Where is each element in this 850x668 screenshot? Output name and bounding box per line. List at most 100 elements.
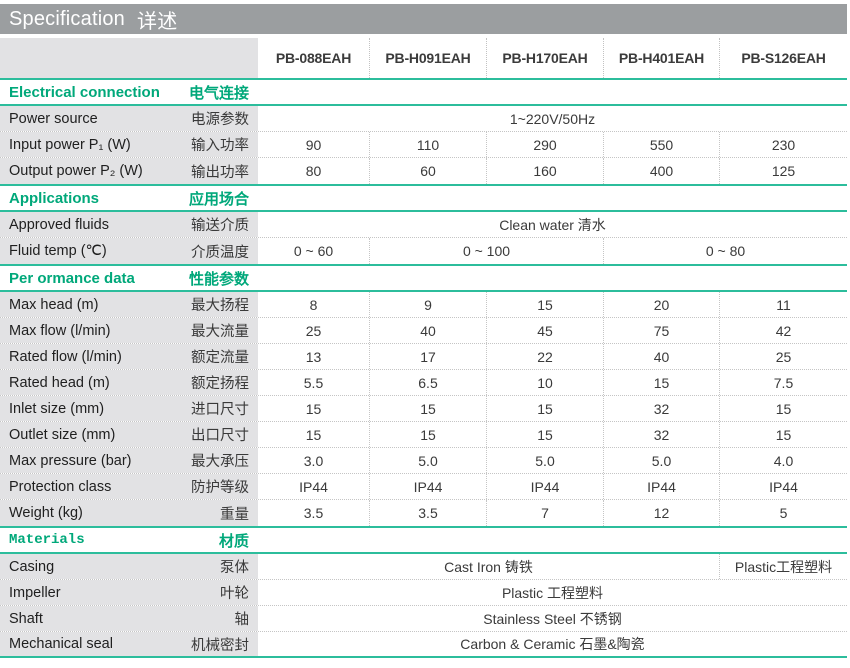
row-label: Max pressure (bar) 最大承压 xyxy=(0,448,258,473)
table-cell: 7 xyxy=(486,500,603,526)
table-cell: 75 xyxy=(603,318,719,343)
row-label-en: Inlet size (mm) xyxy=(9,400,105,417)
page-title-bar: Specification 详述 xyxy=(0,4,847,34)
table-cell: 9 xyxy=(369,292,486,317)
table-cell: 15 xyxy=(486,396,603,421)
table-row: Weight (kg) 重量 3.5 3.5 7 12 5 xyxy=(0,500,847,526)
table-cell: 5 xyxy=(719,500,847,526)
row-label: Power source 电源参数 xyxy=(0,106,258,131)
row-label: Output power P₂ (W) 输出功率 xyxy=(0,158,258,184)
section-title-en: Electrical connection xyxy=(9,83,160,101)
table-cell: 15 xyxy=(719,396,847,421)
table-cell: 15 xyxy=(305,400,322,417)
row-label-zh: 叶轮 xyxy=(220,586,249,602)
table-cell: 11 xyxy=(719,292,847,317)
table-cell: 17 xyxy=(369,344,486,369)
row-label-en: Fluid temp (℃) xyxy=(9,243,107,259)
table-cell: 4.0 xyxy=(719,448,847,473)
section-header-labels: Per ormance data 性能参数 xyxy=(0,268,258,289)
table-cell: Stainless Steel 不锈钢 xyxy=(483,610,622,627)
table-cell: 400 xyxy=(603,158,719,184)
row-label: Max head (m) 最大扬程 xyxy=(0,292,258,317)
table-row: Max flow (l/min) 最大流量 25 40 45 75 42 xyxy=(0,318,847,344)
row-label-zh: 重量 xyxy=(220,506,249,523)
row-label: Approved fluids 输送介质 xyxy=(0,212,258,237)
table-cell: IP44 xyxy=(369,474,486,499)
row-label-zh: 输入功率 xyxy=(191,138,249,154)
row-label-en: Weight (kg) xyxy=(9,505,83,521)
table-cell: 22 xyxy=(486,344,603,369)
table-row: Output power P₂ (W) 输出功率 80 60 160 400 1… xyxy=(0,158,847,184)
row-label-zh: 出口尺寸 xyxy=(191,428,249,444)
table-row: Max pressure (bar) 最大承压 3.0 5.0 5.0 5.0 … xyxy=(0,448,847,474)
table-cell: 3.0 xyxy=(303,452,324,469)
row-label-zh: 输出功率 xyxy=(191,164,249,181)
spec-table: PB-088EAH PB-H091EAH PB-H170EAH PB-H401E… xyxy=(0,38,847,658)
table-cell: 7.5 xyxy=(719,370,847,395)
table-cell: 15 xyxy=(719,422,847,447)
row-label: Outlet size (mm) 出口尺寸 xyxy=(0,422,258,447)
section-title-en: Per ormance data xyxy=(9,269,135,287)
table-row: Input power P₁ (W) 输入功率 90 110 290 550 2… xyxy=(0,132,847,158)
table-cell: 32 xyxy=(603,422,719,447)
table-cell: 3.5 xyxy=(369,500,486,526)
table-cell: 5.5 xyxy=(303,374,324,391)
table-cell: 0 ~ 80 xyxy=(603,238,847,264)
table-cell: IP44 xyxy=(486,474,603,499)
table-cell: 10 xyxy=(486,370,603,395)
table-cell: 0 ~ 100 xyxy=(369,238,603,264)
page-title-en: Specification xyxy=(9,7,125,30)
table-cell: 42 xyxy=(719,318,847,343)
section-title-zh: 应用场合 xyxy=(188,190,249,208)
section-title-zh: 电气连接 xyxy=(188,84,249,102)
table-cell: Carbon & Ceramic 石墨&陶瓷 xyxy=(460,636,645,652)
model-header-row: PB-088EAH PB-H091EAH PB-H170EAH PB-H401E… xyxy=(0,38,847,80)
row-label-zh: 机械密封 xyxy=(191,637,249,654)
table-cell: 25 xyxy=(719,344,847,369)
table-row: Approved fluids 输送介质 Clean water 清水 xyxy=(0,212,847,238)
table-cell: 40 xyxy=(603,344,719,369)
table-row: Protection class 防护等级 IP44 IP44 IP44 IP4… xyxy=(0,474,847,500)
table-cell: 15 xyxy=(486,292,603,317)
row-label-zh: 介质温度 xyxy=(191,244,249,261)
table-row: Power source 电源参数 1~220V/50Hz xyxy=(0,106,847,132)
section-header-labels: Applications 应用场合 xyxy=(0,188,258,209)
table-cell: Plastic工程塑料 xyxy=(719,554,847,579)
section-header-performance: Per ormance data 性能参数 xyxy=(0,264,847,292)
section-title-en: Materials xyxy=(9,532,85,548)
row-label: Input power P₁ (W) 输入功率 xyxy=(0,132,258,157)
row-label-zh: 额定流量 xyxy=(191,350,249,366)
row-label-zh: 最大扬程 xyxy=(191,298,249,314)
row-label-en: Power source xyxy=(9,110,98,127)
table-cell: 290 xyxy=(486,132,603,157)
table-cell: 20 xyxy=(603,292,719,317)
row-label-en: Casing xyxy=(9,558,55,575)
row-label: Protection class 防护等级 xyxy=(0,474,258,499)
table-cell: Cast Iron 铸铁 xyxy=(444,558,533,575)
section-header-labels: Materials 材质 xyxy=(0,530,258,551)
table-cell: 15 xyxy=(369,396,486,421)
row-label-en: Output power P₂ (W) xyxy=(9,163,143,179)
row-label: Max flow (l/min) 最大流量 xyxy=(0,318,258,343)
model-header-cell: PB-H401EAH xyxy=(603,38,719,78)
row-label-en: Rated head (m) xyxy=(9,374,110,391)
model-header-cell: PB-H091EAH xyxy=(369,38,486,78)
row-label-zh: 防护等级 xyxy=(191,480,249,496)
row-label-zh: 轴 xyxy=(234,612,250,628)
table-cell: 6.5 xyxy=(369,370,486,395)
row-label-en: Approved fluids xyxy=(9,216,109,233)
table-cell: 5.0 xyxy=(369,448,486,473)
row-label: Casing 泵体 xyxy=(0,554,258,579)
row-label: Rated flow (l/min) 额定流量 xyxy=(0,344,258,369)
table-cell: IP44 xyxy=(299,478,328,495)
section-header-applications: Applications 应用场合 xyxy=(0,184,847,212)
model-header-cell: PB-S126EAH xyxy=(719,38,847,78)
row-label-en: Mechanical seal xyxy=(9,636,113,652)
row-label-en: Input power P₁ (W) xyxy=(9,136,131,153)
row-label: Impeller 叶轮 xyxy=(0,580,258,605)
table-row: Fluid temp (℃) 介质温度 0 ~ 60 0 ~ 100 0 ~ 8… xyxy=(0,238,847,264)
table-row: Shaft 轴 Stainless Steel 不锈钢 xyxy=(0,606,847,632)
row-label: Weight (kg) 重量 xyxy=(0,500,258,526)
row-label: Shaft 轴 xyxy=(0,606,258,631)
page-title-zh: 详述 xyxy=(137,10,178,33)
